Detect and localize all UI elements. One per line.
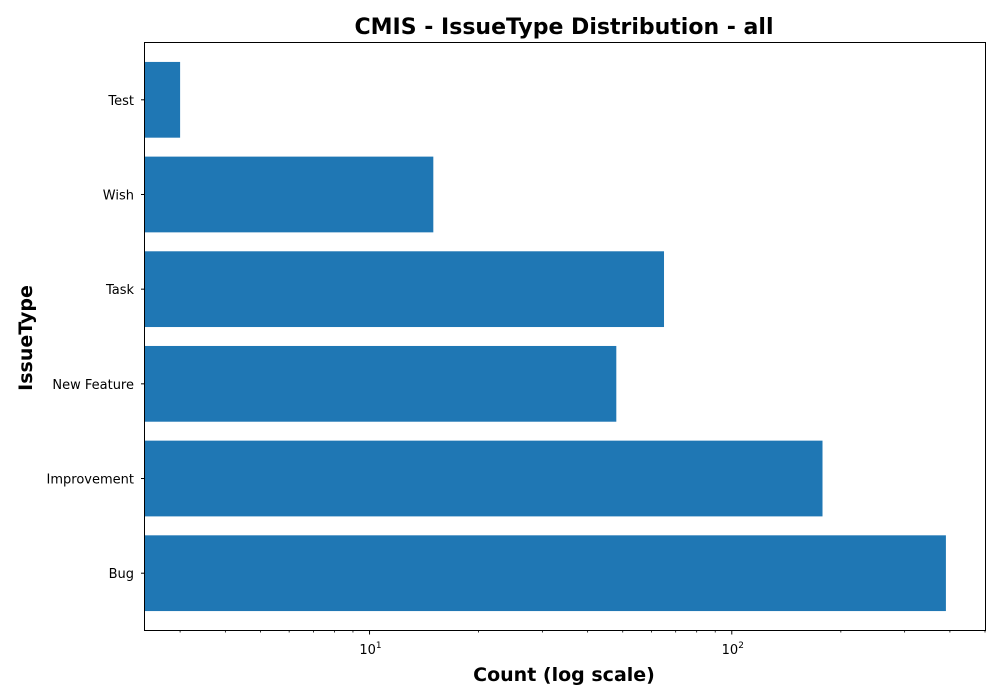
bar-improvement xyxy=(145,440,823,517)
x-tick-base: 10 xyxy=(722,643,739,658)
y-tick-label-wish: Wish xyxy=(103,188,134,203)
x-tick-base: 10 xyxy=(359,643,376,658)
x-tick-exponent: 1 xyxy=(376,641,382,651)
y-axis-title: IssueType xyxy=(15,285,37,391)
x-axis-ticks: 101 102 xyxy=(179,630,986,658)
bar-bug xyxy=(145,535,946,612)
y-axis-ticks: Bug Improvement New Feature Task Wish Test xyxy=(47,94,145,582)
y-tick-label-test: Test xyxy=(107,94,134,109)
bar-wish xyxy=(145,156,434,233)
y-tick-label-bug: Bug xyxy=(109,567,134,582)
y-tick-label-task: Task xyxy=(105,283,135,298)
y-tick-label-new-feature: New Feature xyxy=(52,378,134,393)
bars-layer xyxy=(145,61,946,612)
x-tick-label: 101 xyxy=(359,641,381,658)
x-tick-exponent: 2 xyxy=(738,641,744,651)
bar-new-feature xyxy=(145,345,617,422)
bar-test xyxy=(145,61,181,138)
chart-title: CMIS - IssueType Distribution - all xyxy=(355,15,774,40)
plot-frame xyxy=(144,42,986,631)
y-tick-label-improvement: Improvement xyxy=(47,473,134,488)
bar-task xyxy=(145,251,665,328)
x-tick-label: 102 xyxy=(722,641,744,658)
x-axis-title: Count (log scale) xyxy=(473,664,655,686)
